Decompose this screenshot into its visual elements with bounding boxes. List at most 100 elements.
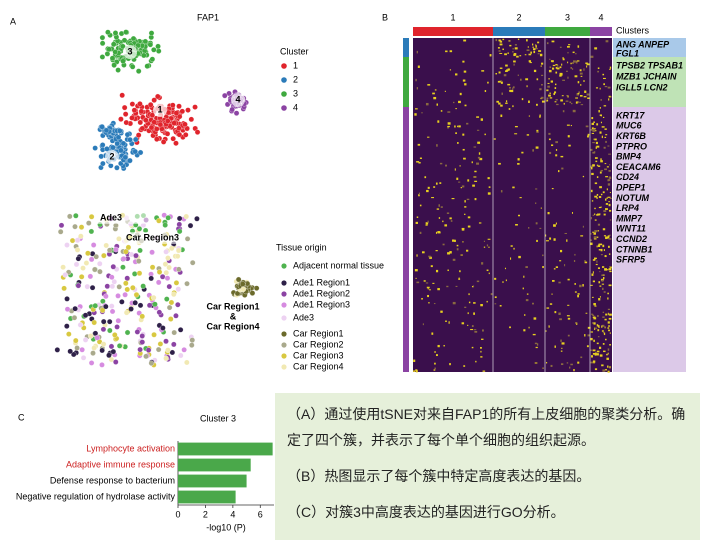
tsne-point [152, 301, 158, 307]
heatmap-cell [608, 317, 612, 320]
heatmap-cell [461, 322, 465, 325]
heatmap-cell [428, 302, 430, 304]
heatmap-cell [579, 94, 583, 97]
tsne-point [176, 125, 182, 131]
tsne-point [163, 355, 169, 362]
heatmap-cell [545, 234, 547, 237]
heatmap-cell [429, 256, 432, 259]
heatmap-cell [606, 357, 609, 360]
tsne-point [133, 292, 140, 298]
tsne-point [127, 157, 133, 164]
heatmap-cell [551, 67, 555, 70]
tsne-point [114, 324, 120, 330]
tsne-point [103, 127, 110, 134]
tsne-point [138, 108, 145, 115]
heatmap-cell [518, 255, 521, 259]
tsne-point [132, 300, 138, 306]
heatmap-cell [501, 92, 503, 95]
heatmap-cell [603, 105, 607, 107]
heatmap-cell [514, 126, 518, 128]
heatmap-cell [597, 67, 600, 69]
heatmap-cell [464, 206, 467, 208]
heatmap-cell [478, 152, 481, 155]
heatmap-cell [590, 55, 594, 58]
tsne-point [162, 222, 168, 228]
heatmap-cell [599, 131, 602, 134]
tsne-point [154, 136, 160, 142]
heatmap-cell [608, 209, 612, 212]
heatmap-cell [594, 182, 598, 185]
heatmap-cell [575, 97, 578, 99]
tsne-point [151, 97, 157, 103]
heatmap-cell [567, 45, 570, 48]
heatmap-cell [591, 313, 594, 315]
heatmap-cell [575, 53, 577, 55]
heatmap-cell [433, 96, 437, 100]
heatmap-cell [431, 197, 435, 199]
heatmap-cell [601, 364, 604, 367]
heatmap-cell [505, 102, 508, 104]
tsne-point [122, 154, 129, 161]
heatmap-cell [505, 70, 508, 72]
heatmap-cell [565, 100, 569, 102]
heatmap-cell [535, 188, 538, 190]
heatmap-cell [594, 257, 596, 260]
heatmap-cell [541, 100, 545, 103]
heatmap-cell [440, 110, 443, 112]
heatmap-cell [525, 78, 529, 81]
heatmap-cell [542, 367, 544, 369]
heatmap-cell [435, 231, 438, 234]
heatmap-cell [609, 66, 612, 69]
heatmap-cell [476, 129, 480, 131]
heatmap-cell [586, 65, 588, 68]
heatmap-cell [602, 343, 605, 345]
heatmap-cell [521, 151, 524, 154]
heatmap-cell [535, 202, 537, 205]
heatmap-cell [487, 177, 490, 180]
tsne-point [235, 276, 242, 283]
tsne-point [163, 249, 169, 255]
heatmap-cell [608, 284, 612, 287]
tsne-point [120, 264, 126, 270]
heatmap-cell [473, 146, 477, 148]
tsne-point [171, 341, 177, 348]
heatmap-cell [609, 192, 611, 194]
heatmap-cell [601, 330, 604, 332]
tsne-point [86, 220, 92, 226]
heatmap-cell [468, 301, 471, 304]
heatmap-cell [471, 346, 474, 349]
heatmap-cell [549, 92, 551, 94]
heatmap-cell [557, 64, 559, 67]
tsne-point [139, 339, 146, 345]
heatmap-cell [459, 92, 462, 96]
tsne-point [116, 236, 122, 242]
tsne-point [170, 102, 176, 108]
heatmap-cell [499, 43, 503, 46]
cluster-bar [545, 27, 590, 36]
heatmap-cell [549, 97, 553, 99]
heatmap-cell [574, 75, 578, 78]
heatmap-cell [600, 278, 604, 281]
heatmap-cell [437, 288, 440, 291]
heatmap-cell [601, 274, 604, 277]
heatmap-cell [415, 221, 418, 224]
x-axis-label: -log10 (P) [206, 522, 246, 532]
tsne-point [97, 261, 103, 267]
heatmap-cell [522, 287, 524, 290]
heatmap-cell [496, 100, 499, 103]
heatmap-cell [597, 329, 600, 332]
heatmap-cell [536, 239, 538, 242]
heatmap-cell [590, 239, 592, 241]
heatmap-cell [608, 253, 611, 255]
tsne-point [122, 291, 128, 298]
heatmap-cell [480, 347, 482, 349]
tsne-point [125, 244, 132, 251]
heatmap-cell [606, 166, 609, 168]
tsne-point [177, 327, 184, 333]
tsne-point [92, 266, 98, 273]
heatmap-cell [609, 313, 612, 316]
heatmap-cell [548, 69, 552, 73]
tsne-point [123, 29, 129, 35]
tsne-point [175, 286, 182, 292]
bar [178, 458, 251, 472]
